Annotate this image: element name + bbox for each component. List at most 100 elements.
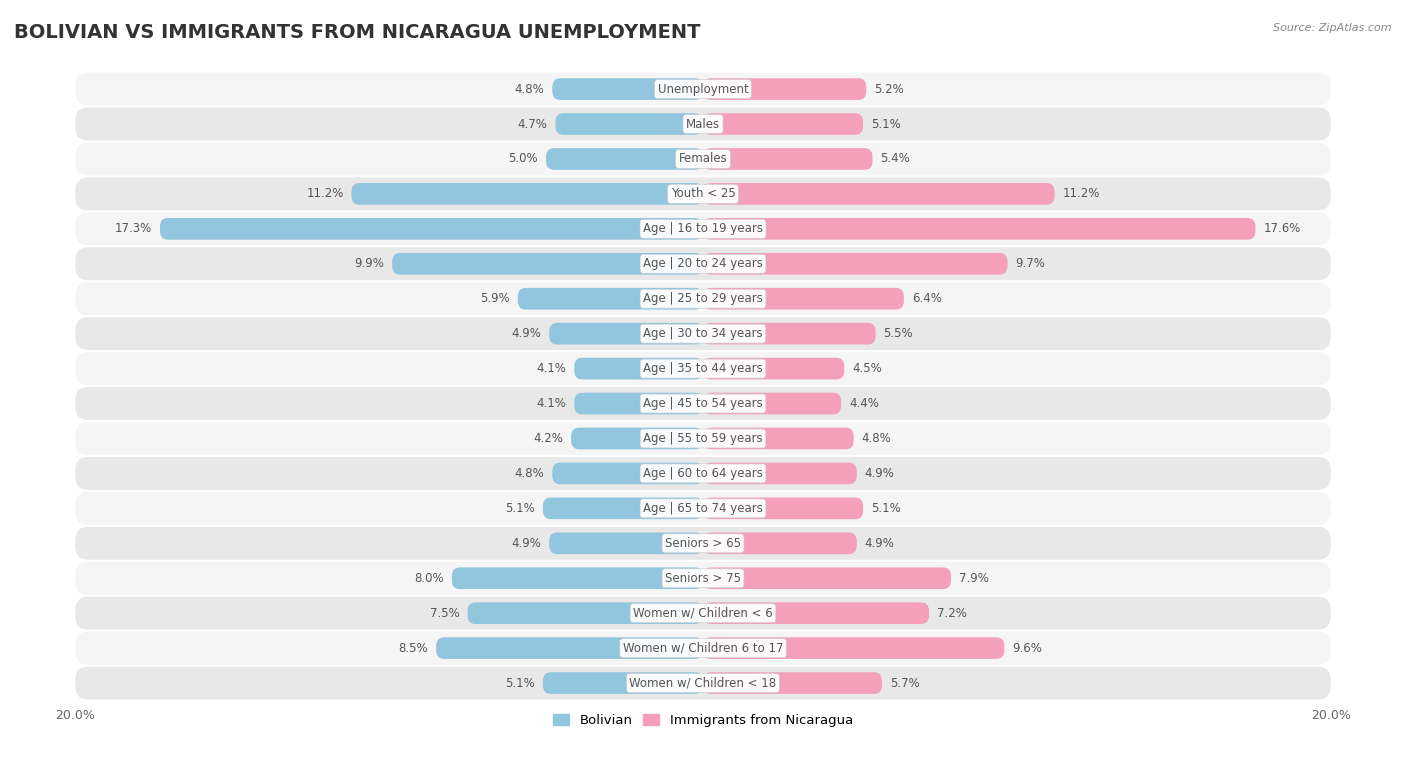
FancyBboxPatch shape — [75, 248, 1331, 280]
FancyBboxPatch shape — [75, 73, 1331, 105]
Text: Women w/ Children < 6: Women w/ Children < 6 — [633, 606, 773, 620]
FancyBboxPatch shape — [703, 114, 863, 135]
Text: 4.1%: 4.1% — [537, 397, 567, 410]
FancyBboxPatch shape — [75, 457, 1331, 490]
FancyBboxPatch shape — [75, 177, 1331, 210]
FancyBboxPatch shape — [703, 463, 856, 484]
Text: 7.5%: 7.5% — [430, 606, 460, 620]
Text: Females: Females — [679, 152, 727, 166]
FancyBboxPatch shape — [703, 637, 1004, 659]
Text: 4.5%: 4.5% — [852, 362, 882, 375]
Text: Seniors > 65: Seniors > 65 — [665, 537, 741, 550]
Text: Women w/ Children 6 to 17: Women w/ Children 6 to 17 — [623, 642, 783, 655]
FancyBboxPatch shape — [555, 114, 703, 135]
Text: 4.8%: 4.8% — [515, 83, 544, 95]
FancyBboxPatch shape — [553, 463, 703, 484]
Text: 4.4%: 4.4% — [849, 397, 879, 410]
FancyBboxPatch shape — [75, 492, 1331, 525]
Text: BOLIVIAN VS IMMIGRANTS FROM NICARAGUA UNEMPLOYMENT: BOLIVIAN VS IMMIGRANTS FROM NICARAGUA UN… — [14, 23, 700, 42]
Text: Age | 55 to 59 years: Age | 55 to 59 years — [643, 432, 763, 445]
Text: Women w/ Children < 18: Women w/ Children < 18 — [630, 677, 776, 690]
FancyBboxPatch shape — [392, 253, 703, 275]
FancyBboxPatch shape — [703, 253, 1008, 275]
Text: 5.1%: 5.1% — [870, 502, 901, 515]
Text: 4.8%: 4.8% — [862, 432, 891, 445]
FancyBboxPatch shape — [75, 631, 1331, 665]
Text: 7.9%: 7.9% — [959, 572, 988, 584]
Text: 9.7%: 9.7% — [1015, 257, 1045, 270]
Text: Age | 20 to 24 years: Age | 20 to 24 years — [643, 257, 763, 270]
FancyBboxPatch shape — [468, 603, 703, 624]
Text: 5.1%: 5.1% — [505, 502, 536, 515]
Text: 5.0%: 5.0% — [509, 152, 538, 166]
Text: Males: Males — [686, 117, 720, 130]
Text: 4.2%: 4.2% — [533, 432, 564, 445]
Text: 8.0%: 8.0% — [415, 572, 444, 584]
FancyBboxPatch shape — [703, 603, 929, 624]
FancyBboxPatch shape — [550, 322, 703, 344]
FancyBboxPatch shape — [75, 562, 1331, 595]
FancyBboxPatch shape — [571, 428, 703, 450]
FancyBboxPatch shape — [703, 428, 853, 450]
Text: 4.9%: 4.9% — [865, 467, 894, 480]
FancyBboxPatch shape — [75, 107, 1331, 141]
FancyBboxPatch shape — [703, 393, 841, 414]
Text: 4.9%: 4.9% — [512, 537, 541, 550]
Text: 5.1%: 5.1% — [870, 117, 901, 130]
Text: Source: ZipAtlas.com: Source: ZipAtlas.com — [1274, 23, 1392, 33]
Text: Unemployment: Unemployment — [658, 83, 748, 95]
Text: Age | 35 to 44 years: Age | 35 to 44 years — [643, 362, 763, 375]
Text: Seniors > 75: Seniors > 75 — [665, 572, 741, 584]
FancyBboxPatch shape — [703, 183, 1054, 204]
FancyBboxPatch shape — [517, 288, 703, 310]
Text: Age | 16 to 19 years: Age | 16 to 19 years — [643, 223, 763, 235]
FancyBboxPatch shape — [574, 393, 703, 414]
Text: 5.4%: 5.4% — [880, 152, 910, 166]
FancyBboxPatch shape — [546, 148, 703, 170]
FancyBboxPatch shape — [75, 352, 1331, 385]
FancyBboxPatch shape — [75, 142, 1331, 176]
Text: Age | 45 to 54 years: Age | 45 to 54 years — [643, 397, 763, 410]
Text: 17.3%: 17.3% — [115, 223, 152, 235]
FancyBboxPatch shape — [703, 78, 866, 100]
Text: Age | 25 to 29 years: Age | 25 to 29 years — [643, 292, 763, 305]
FancyBboxPatch shape — [550, 532, 703, 554]
FancyBboxPatch shape — [160, 218, 703, 240]
FancyBboxPatch shape — [543, 497, 703, 519]
Text: Youth < 25: Youth < 25 — [671, 188, 735, 201]
FancyBboxPatch shape — [553, 78, 703, 100]
FancyBboxPatch shape — [703, 358, 844, 379]
FancyBboxPatch shape — [574, 358, 703, 379]
FancyBboxPatch shape — [436, 637, 703, 659]
Text: 4.7%: 4.7% — [517, 117, 547, 130]
FancyBboxPatch shape — [75, 597, 1331, 630]
FancyBboxPatch shape — [75, 527, 1331, 559]
Text: 4.9%: 4.9% — [865, 537, 894, 550]
FancyBboxPatch shape — [703, 672, 882, 694]
FancyBboxPatch shape — [75, 213, 1331, 245]
FancyBboxPatch shape — [703, 218, 1256, 240]
FancyBboxPatch shape — [75, 422, 1331, 455]
Text: 5.5%: 5.5% — [883, 327, 912, 340]
FancyBboxPatch shape — [451, 568, 703, 589]
Text: Age | 60 to 64 years: Age | 60 to 64 years — [643, 467, 763, 480]
FancyBboxPatch shape — [703, 532, 856, 554]
Text: 4.9%: 4.9% — [512, 327, 541, 340]
FancyBboxPatch shape — [703, 497, 863, 519]
FancyBboxPatch shape — [75, 387, 1331, 420]
FancyBboxPatch shape — [703, 322, 876, 344]
Text: 7.2%: 7.2% — [936, 606, 967, 620]
FancyBboxPatch shape — [703, 148, 873, 170]
Text: 17.6%: 17.6% — [1264, 223, 1301, 235]
Text: 9.9%: 9.9% — [354, 257, 384, 270]
FancyBboxPatch shape — [703, 288, 904, 310]
FancyBboxPatch shape — [75, 282, 1331, 315]
FancyBboxPatch shape — [703, 568, 950, 589]
Text: 4.8%: 4.8% — [515, 467, 544, 480]
FancyBboxPatch shape — [352, 183, 703, 204]
FancyBboxPatch shape — [75, 667, 1331, 699]
Text: 9.6%: 9.6% — [1012, 642, 1042, 655]
FancyBboxPatch shape — [543, 672, 703, 694]
Legend: Bolivian, Immigrants from Nicaragua: Bolivian, Immigrants from Nicaragua — [548, 709, 858, 732]
Text: 11.2%: 11.2% — [307, 188, 343, 201]
